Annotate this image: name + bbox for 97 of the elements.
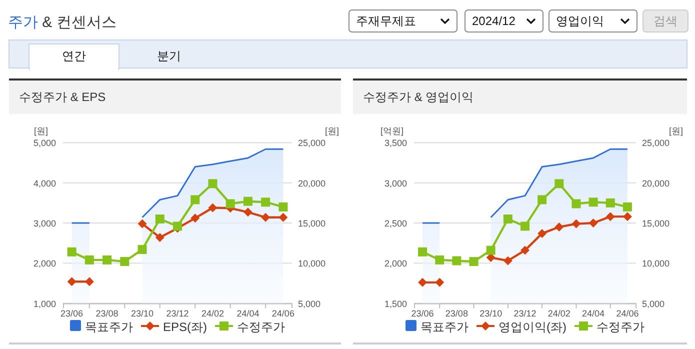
- point: [622, 212, 632, 222]
- point: [138, 219, 147, 228]
- y-tick-label: 1,500: [384, 298, 407, 309]
- legend-label: 수정주가: [237, 320, 286, 334]
- point: [572, 219, 581, 228]
- x-tick-label: 24/06: [272, 308, 294, 318]
- y-tick-label: 3,000: [33, 218, 56, 228]
- point: [435, 255, 444, 264]
- y2-tick-label: 20,000: [298, 178, 326, 188]
- point: [503, 214, 512, 224]
- point: [155, 232, 164, 242]
- point: [520, 222, 530, 231]
- legend-label: 수정주가: [596, 320, 644, 334]
- point: [538, 195, 547, 204]
- point: [469, 257, 478, 266]
- point: [588, 218, 598, 228]
- point: [503, 256, 512, 266]
- point: [190, 195, 200, 204]
- y-tick-label: 4,000: [33, 178, 56, 188]
- chart-title: 수정주가 & 영업이익: [363, 90, 474, 104]
- point: [243, 208, 252, 217]
- y-tick-label: 2,000: [384, 258, 407, 269]
- y-tick-label: 2,000: [33, 258, 56, 269]
- text: 주재무제표: [356, 14, 416, 28]
- y2-tick-label: 10,000: [298, 258, 326, 269]
- point: [435, 278, 444, 287]
- y2-tick-label: 15,000: [298, 218, 326, 228]
- x-tick-label: 23/06: [60, 308, 84, 318]
- y2-axis-title: [원]: [324, 126, 340, 136]
- point: [120, 257, 130, 266]
- legend-label: EPS(좌): [162, 320, 208, 334]
- x-tick-label: 23/08: [445, 308, 468, 318]
- y2-axis-title: [원]: [668, 126, 684, 136]
- y2-tick-label: 25,000: [642, 138, 670, 148]
- text: 영업이익: [556, 14, 604, 28]
- y-tick-label: 3,000: [384, 178, 407, 188]
- legend-label: 영업이익(좌): [498, 320, 566, 334]
- text: 연간: [62, 49, 86, 63]
- y-tick-label: 3,500: [384, 138, 407, 148]
- point: [208, 203, 218, 212]
- y2-tick-label: 10,000: [642, 258, 670, 269]
- point: [84, 277, 94, 286]
- point: [486, 246, 496, 255]
- point: [554, 179, 564, 188]
- y-tick-label: 5,000: [33, 138, 56, 148]
- point: [208, 179, 218, 188]
- point: [278, 212, 288, 222]
- point: [606, 212, 615, 222]
- text: 2024/12: [472, 14, 516, 28]
- x-tick-label: 23/08: [96, 308, 118, 318]
- y2-tick-label: 15,000: [642, 218, 670, 228]
- x-tick-label: 23/06: [411, 308, 434, 318]
- text: 검색: [654, 14, 678, 28]
- y-tick-label: 2,500: [384, 218, 407, 228]
- x-tick-label: 23/10: [131, 308, 154, 318]
- point: [67, 277, 76, 286]
- point: [588, 198, 598, 207]
- chart-title: 수정주가 & EPS: [19, 90, 106, 104]
- point: [278, 202, 288, 212]
- y-tick-label: 1,000: [33, 298, 56, 309]
- x-tick-label: 24/02: [548, 308, 570, 318]
- legend-label: 목표주가: [84, 320, 133, 334]
- point: [261, 212, 270, 222]
- x-tick-label: 24/06: [616, 308, 639, 318]
- y2-tick-label: 25,000: [298, 138, 326, 148]
- point: [418, 278, 428, 287]
- x-tick-label: 24/02: [201, 308, 224, 318]
- text: 주가 & 컨센서스: [8, 14, 116, 31]
- y-axis-title: [억원]: [380, 126, 404, 136]
- point: [243, 196, 252, 206]
- y-axis-title: [원]: [34, 126, 48, 136]
- x-tick-label: 23/12: [514, 308, 536, 318]
- x-tick-label: 24/04: [582, 308, 605, 318]
- point: [622, 202, 632, 212]
- point: [606, 198, 615, 208]
- point: [138, 245, 147, 254]
- point: [452, 256, 462, 266]
- point: [261, 198, 270, 207]
- x-tick-label: 24/04: [236, 308, 260, 318]
- text: 분기: [157, 49, 181, 63]
- point: [554, 222, 564, 232]
- point: [418, 247, 428, 256]
- y2-tick-label: 5,000: [642, 298, 665, 309]
- point: [520, 246, 530, 255]
- x-tick-label: 23/12: [166, 308, 189, 318]
- y2-tick-label: 20,000: [642, 178, 670, 188]
- point: [155, 214, 164, 224]
- point: [84, 255, 94, 264]
- x-tick-label: 23/10: [480, 308, 502, 318]
- legend-label: 목표주가: [420, 320, 468, 334]
- point: [538, 228, 547, 238]
- point: [102, 255, 112, 264]
- point: [572, 199, 581, 208]
- y2-tick-label: 5,000: [298, 298, 321, 309]
- point: [226, 199, 235, 208]
- point: [190, 214, 200, 223]
- point: [67, 247, 76, 256]
